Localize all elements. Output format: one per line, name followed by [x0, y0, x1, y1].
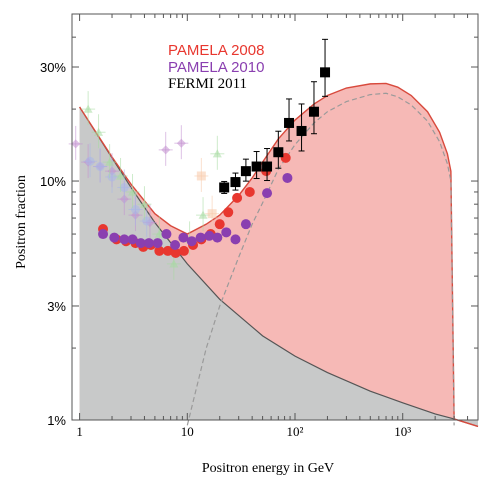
y-tick-label: 10% [40, 174, 66, 189]
data-point [139, 199, 149, 208]
data-point [195, 232, 206, 243]
data-point [214, 219, 225, 230]
data-point [170, 247, 181, 258]
data-point [219, 182, 230, 193]
data-point [221, 227, 232, 238]
model-total-line [79, 82, 479, 428]
data-point [135, 238, 146, 249]
x-tick-label: 10³ [394, 424, 411, 439]
legend-entry-pamela-2010: PAMELA 2010 [168, 59, 265, 76]
axes-layer: 1 10 10² 10³ 1% 3% 10% 30% [40, 13, 479, 439]
data-point [230, 234, 241, 245]
background-area [79, 107, 479, 427]
data-point [262, 188, 273, 199]
data-point [152, 238, 163, 249]
x-tick-label: 1 [76, 424, 83, 439]
data-point [282, 172, 293, 183]
series-archival-6 [194, 157, 220, 230]
data-point [116, 171, 126, 180]
data-point [223, 207, 234, 218]
data-point [204, 230, 215, 241]
data-point [320, 67, 331, 78]
data-point [71, 139, 81, 149]
x-tick-label: 10² [287, 424, 304, 439]
data-point [308, 106, 319, 117]
data-point [142, 216, 152, 226]
data-point [119, 234, 130, 245]
data-point [212, 232, 223, 243]
data-point [240, 166, 251, 177]
data-point [230, 177, 241, 188]
x-tick-label: 10 [181, 424, 194, 439]
data-point [130, 205, 140, 215]
data-point [244, 186, 255, 197]
data-point [198, 210, 208, 219]
data-point [107, 172, 117, 182]
data-point [127, 234, 138, 245]
plot-area [79, 82, 479, 428]
series-pamela-2010 [98, 172, 293, 250]
data-point [240, 219, 251, 230]
data-point [85, 156, 95, 166]
data-point [169, 259, 179, 268]
data-point [178, 245, 189, 256]
data-point [251, 161, 262, 172]
data-point [105, 157, 115, 166]
x-axis-label: Positron energy in GeV [202, 461, 334, 476]
y-axis-label: Positron fraction [14, 175, 29, 269]
data-point [143, 238, 154, 249]
data-point [296, 125, 307, 136]
data-point [162, 245, 173, 256]
data-point [170, 239, 181, 250]
data-point [98, 229, 109, 240]
data-point [176, 138, 186, 148]
y-tick-label: 3% [47, 299, 66, 314]
data-point [186, 236, 197, 247]
data-point [284, 117, 295, 128]
data-point [109, 232, 120, 243]
y-tick-label: 1% [47, 413, 66, 428]
data-point [161, 145, 171, 155]
data-point [154, 229, 164, 238]
legend: PAMELA 2008 PAMELA 2010 FERMI 2011 [168, 42, 264, 93]
data-point [94, 127, 104, 136]
data-point [95, 162, 105, 172]
data-point [212, 149, 222, 158]
legend-entry-pamela-2008: PAMELA 2008 [168, 42, 265, 59]
data-point [119, 182, 129, 192]
y-tick-label: 30% [40, 60, 66, 75]
series-fermi-2011 [219, 38, 331, 194]
data-point [273, 147, 284, 158]
data-point [178, 232, 189, 243]
model-dm-dashed-line [186, 92, 455, 426]
legend-entry-fermi-2011: FERMI 2011 [168, 76, 248, 92]
data-point [83, 104, 93, 113]
data-point [232, 192, 243, 203]
data-point [207, 209, 217, 219]
data-point [154, 245, 165, 256]
data-point [161, 229, 172, 240]
series-layer [68, 38, 331, 280]
data-point [262, 161, 273, 172]
data-point [196, 171, 206, 181]
data-point [128, 187, 138, 196]
plot-frame [71, 13, 479, 421]
